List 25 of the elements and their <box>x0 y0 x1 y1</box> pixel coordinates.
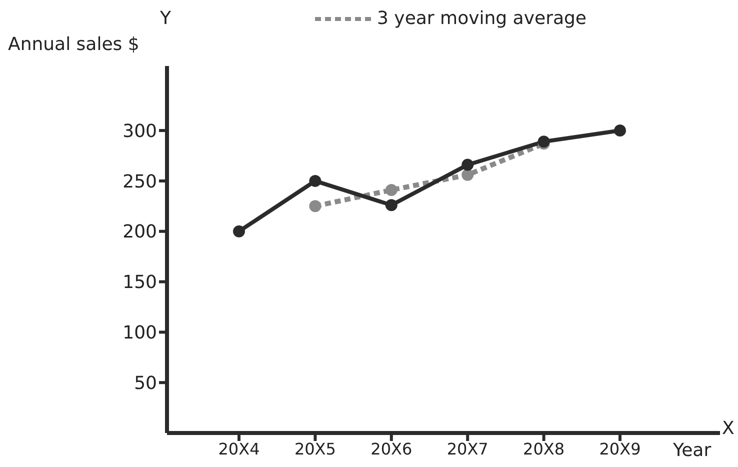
x-tick-label: 20X6 <box>370 439 412 458</box>
y-tick-label: 50 <box>134 372 157 394</box>
y-tick-label: 200 <box>122 222 157 243</box>
text: Y <box>160 8 171 29</box>
y-tick-label: 100 <box>122 322 157 344</box>
point <box>614 124 626 137</box>
point <box>385 184 398 196</box>
x-tick-label: 20X4 <box>218 439 260 458</box>
point <box>462 168 474 181</box>
point <box>462 158 474 171</box>
y-tick-label: 150 <box>122 272 157 294</box>
point <box>385 199 398 212</box>
point <box>309 174 322 187</box>
x-tick-label: 20X8 <box>523 439 565 458</box>
x-axis-title: Year <box>673 440 712 461</box>
x-tick-label: 20X7 <box>446 439 488 458</box>
x-tick-label: 20X5 <box>294 439 336 458</box>
point <box>233 225 245 238</box>
y-tick-label: 250 <box>122 171 157 192</box>
y-axis-title: Annual sales $ <box>8 34 140 55</box>
y-tick-label: 300 <box>122 120 157 142</box>
text: X <box>722 418 734 439</box>
point <box>309 200 322 212</box>
legend-label: 3 year moving average <box>377 8 586 29</box>
x-tick-label: 20X9 <box>599 439 641 458</box>
